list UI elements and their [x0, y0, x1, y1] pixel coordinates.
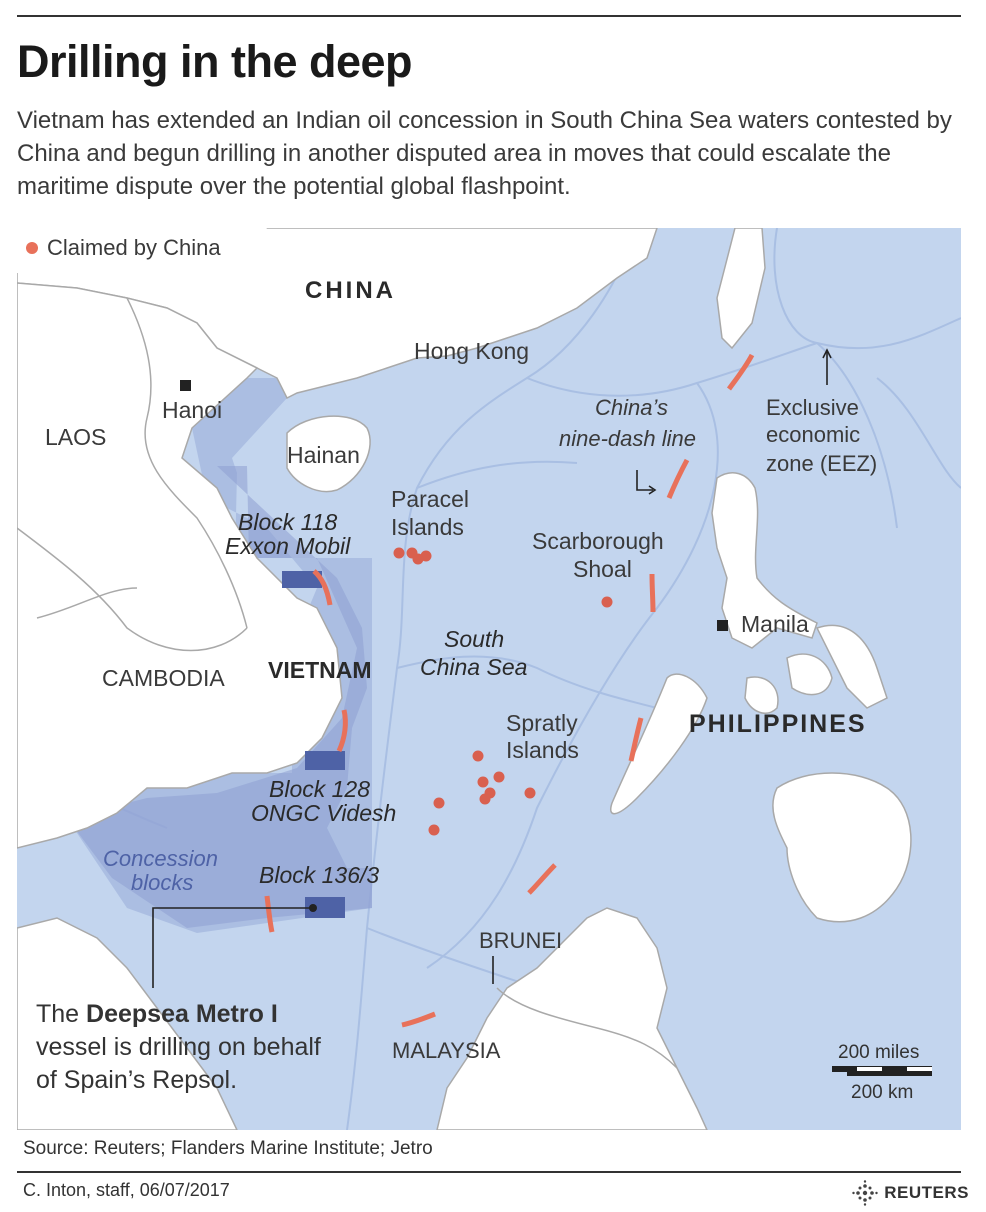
label-nine-dash-2: nine-dash line	[559, 426, 696, 451]
callout-pre: The	[36, 1000, 86, 1028]
label-block128-1: Block 128	[269, 776, 370, 802]
reuters-logo-icon	[852, 1180, 878, 1206]
concession-blocks	[67, 466, 372, 928]
label-hainan: Hainan	[287, 442, 360, 468]
reuters-wordmark: REUTERS	[884, 1183, 969, 1202]
legend-dot	[26, 242, 38, 254]
country-borders	[17, 297, 248, 652]
claim-dot	[472, 750, 484, 762]
top-rule	[17, 15, 961, 17]
dash-3	[264, 895, 275, 933]
claim-dot	[493, 771, 505, 783]
claim-dots	[393, 547, 613, 836]
legend-label: Claimed by China	[47, 235, 221, 260]
borneo-border	[496, 987, 678, 1069]
manila-marker	[717, 620, 728, 631]
label-scarborough-2: Shoal	[573, 556, 632, 582]
scale-bar	[832, 1066, 932, 1076]
label-laos: LAOS	[45, 424, 106, 450]
label-cambodia: CAMBODIA	[102, 665, 225, 691]
claim-dot	[477, 776, 489, 788]
scale-miles-label: 200 miles	[838, 1042, 919, 1063]
label-hong-kong: Hong Kong	[414, 338, 529, 364]
dash-2	[336, 709, 348, 753]
label-manila: Manila	[741, 611, 809, 637]
dash-1	[312, 569, 333, 606]
reuters-brand: REUTERS	[852, 1180, 969, 1206]
dash-8	[666, 458, 690, 499]
label-concession-1: Concession	[103, 846, 218, 871]
label-spratly-1: Spratly	[506, 710, 578, 736]
page-title: Drilling in the deep	[17, 36, 413, 87]
label-china: CHINA	[305, 277, 396, 304]
label-eez-1: Exclusive	[766, 395, 859, 420]
label-block136: Block 136/3	[259, 862, 379, 888]
page-subtitle: Vietnam has extended an Indian oil conce…	[17, 107, 952, 200]
label-spratly-2: Islands	[506, 737, 579, 763]
label-block128-2: ONGC Videsh	[251, 800, 396, 826]
callout-line-3: of Spain’s Repsol.	[36, 1066, 237, 1094]
label-paracel-1: Paracel	[391, 486, 469, 512]
bottom-rule	[17, 1171, 961, 1173]
label-paracel-2: Islands	[391, 514, 464, 540]
label-scs-1: South	[444, 626, 504, 652]
claim-dot	[428, 824, 440, 836]
hanoi-marker	[180, 380, 191, 391]
label-philippines: PHILIPPINES	[689, 710, 867, 738]
label-nine-dash-1: China’s	[595, 395, 668, 420]
dash-9	[726, 353, 755, 391]
hainan-island	[286, 415, 371, 493]
philippines-land	[610, 472, 912, 923]
claim-dot	[433, 797, 445, 809]
source-line: Source: Reuters; Flanders Marine Institu…	[23, 1138, 433, 1159]
borneo-land	[436, 907, 708, 1130]
claim-dot	[601, 596, 613, 608]
leader-lines	[152, 348, 832, 988]
block-118	[282, 571, 322, 588]
claim-dot	[412, 553, 424, 565]
nine-dash-line	[264, 353, 755, 1028]
label-block118-2: Exxon Mobil	[225, 533, 351, 559]
scale-km-label: 200 km	[851, 1082, 913, 1103]
credit-line: C. Inton, staff, 06/07/2017	[23, 1180, 230, 1200]
legend-panel	[17, 228, 267, 273]
callout-line-2: vessel is drilling on behalf	[36, 1033, 321, 1061]
taiwan-island	[716, 228, 766, 350]
claim-dot	[524, 787, 536, 799]
dash-7	[649, 573, 656, 613]
claim-dot	[479, 793, 491, 805]
block-136-3	[305, 897, 345, 918]
label-malaysia: MALAYSIA	[392, 1038, 501, 1063]
callout-line-1: The Deepsea Metro I	[36, 1000, 278, 1028]
dash-6	[628, 717, 644, 762]
vessel-marker	[309, 904, 317, 912]
label-brunei: BRUNEI	[479, 928, 562, 953]
label-block118-1: Block 118	[238, 509, 338, 535]
label-vietnam: VIETNAM	[268, 657, 372, 683]
dash-5	[527, 863, 557, 895]
indochina-land	[17, 282, 343, 849]
block-128	[305, 751, 345, 770]
label-concession-2: blocks	[131, 870, 193, 895]
claim-dot	[393, 547, 405, 559]
label-eez-2: economic	[766, 422, 860, 447]
map: Claimed by China CHINA Hong Kong Hanoi L…	[17, 228, 961, 1130]
dash-4	[401, 1011, 436, 1028]
label-eez-3: zone (EEZ)	[766, 451, 877, 476]
callout-bold: Deepsea Metro I	[86, 1000, 278, 1028]
malay-peninsula	[17, 917, 238, 1130]
concession-rects	[282, 571, 345, 918]
label-hanoi: Hanoi	[162, 397, 222, 423]
label-scs-2: China Sea	[420, 654, 527, 680]
label-scarborough-1: Scarborough	[532, 528, 664, 554]
